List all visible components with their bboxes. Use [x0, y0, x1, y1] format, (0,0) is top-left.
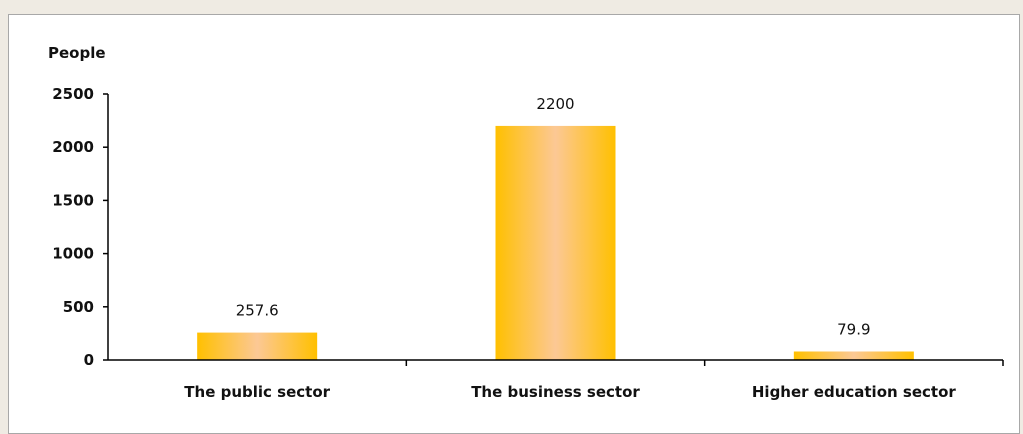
bar — [495, 125, 616, 360]
x-category-label: The business sector — [471, 383, 640, 401]
x-axis-categories: The public sector The business sector High… — [184, 383, 956, 401]
x-category-label: Higher education sector — [752, 383, 956, 401]
y-tick-label: 0 — [84, 351, 94, 369]
y-tick-label: 1000 — [52, 245, 94, 263]
y-tick-label: 2000 — [52, 138, 94, 156]
bar-data-label: 2200 — [536, 95, 574, 113]
y-tick-label: 2500 — [52, 85, 94, 103]
y-tick-label: 1500 — [52, 191, 94, 209]
bar — [793, 351, 914, 360]
bars — [197, 125, 914, 360]
y-axis-ticks: 0 500 1000 1500 2000 2500 — [52, 85, 108, 369]
y-axis-title: People — [48, 44, 106, 62]
bar-data-label: 79.9 — [837, 320, 870, 338]
data-labels: 257.6 2200 79.9 — [236, 95, 871, 339]
axes — [107, 94, 1004, 366]
y-tick-label: 500 — [63, 298, 94, 316]
bar-data-label: 257.6 — [236, 302, 279, 320]
x-category-label: The public sector — [184, 383, 330, 401]
bar — [197, 332, 318, 360]
